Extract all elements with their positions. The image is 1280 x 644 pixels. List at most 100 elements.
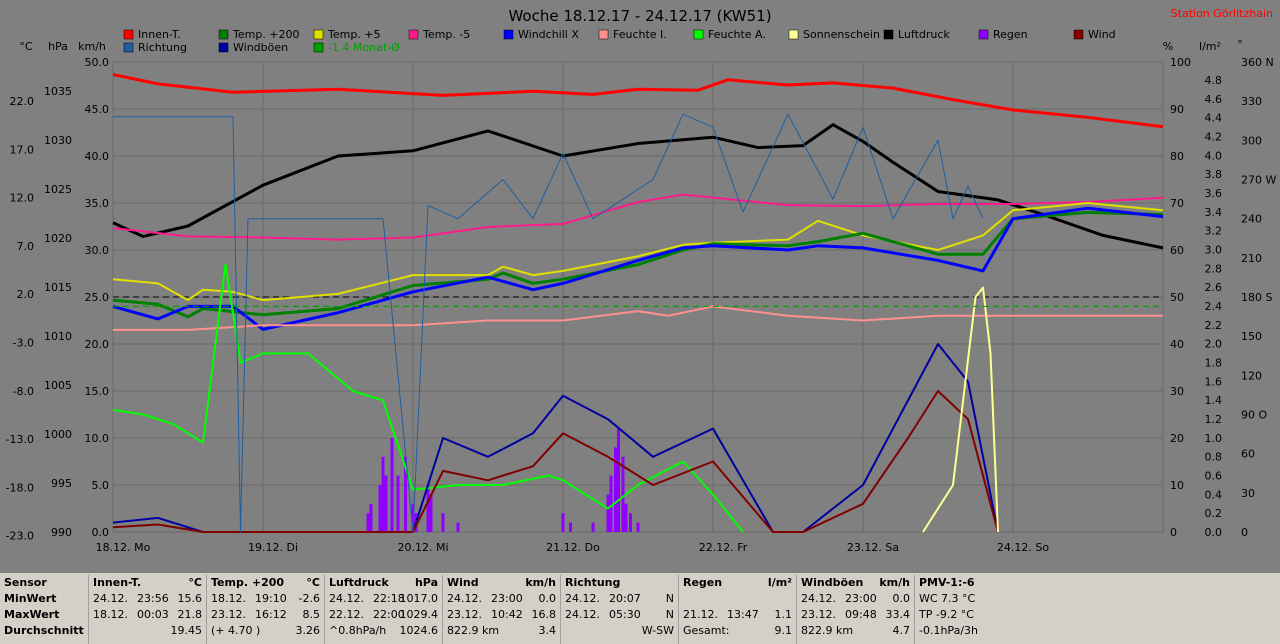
footer-row: WC 7.3 °C [919, 591, 1032, 607]
footer-row: (+ 4.70 ) 3.26 [211, 623, 324, 639]
rain-bar [614, 447, 617, 532]
footer-row: 24.12. 20:07 N [565, 591, 678, 607]
legend-label: Windchill X [518, 28, 579, 41]
footer-column-header: Wind km/h [447, 575, 560, 591]
legend-swatch [693, 29, 704, 40]
rain-tick-label: 1.6 [1205, 375, 1223, 388]
footer-unit: °C [188, 576, 202, 589]
percent-tick-label: 10 [1170, 479, 1184, 492]
footer-date: 23.12. [801, 608, 836, 621]
footer-column: PMV-1:-6 WC 7.3 °C TP -9.2 °C -0.1hPa/3h [914, 575, 1032, 644]
direction-tick-label: 180 S [1241, 291, 1272, 304]
pressure-tick-label: 995 [51, 477, 72, 490]
footer-column-header: Regen l/m² [683, 575, 796, 591]
rain-tick-label: 3.2 [1205, 225, 1223, 238]
direction-tick-label: 300 [1241, 134, 1262, 147]
footer-title: PMV-1:-6 [919, 576, 975, 589]
rain-bar [621, 456, 625, 532]
footer-row: 24.12. 23:00 0.0 [801, 591, 914, 607]
axis-units: °C hPa km/h % l/m² ° [19, 38, 1242, 53]
series-line-wind [112, 390, 999, 533]
footer-column: Wind km/h 24.12. 23:00 0.0 23.12. 10:42 16.8 822… [442, 575, 560, 644]
footer-value: N [665, 608, 674, 621]
legend-swatch [1073, 29, 1084, 40]
station-label: Station Görlitzhain [1171, 7, 1273, 20]
legend-swatch [313, 42, 324, 53]
footer-value: 1029.4 [399, 608, 439, 621]
temp-tick-label: 22.0 [10, 95, 35, 108]
rain-bar [569, 522, 572, 532]
rain-tick-label: 2.0 [1205, 338, 1223, 351]
legend-swatch [313, 29, 324, 40]
direction-tick-label: 330 [1241, 95, 1262, 108]
rain-bar [411, 503, 415, 532]
series-line-feuchte-i- [113, 305, 1163, 331]
speed-tick-label: 30.0 [85, 244, 110, 257]
rain-bars [366, 428, 640, 532]
rain-bar [629, 513, 632, 532]
rain-bar [636, 522, 640, 532]
legend-swatch [788, 29, 799, 40]
percent-tick-label: 30 [1170, 385, 1184, 398]
footer-title: Richtung [565, 576, 621, 589]
footer-row: 24.12. 23:56 15.6 [93, 591, 206, 607]
footer-time: 20:07 [609, 592, 641, 605]
footer-row: 22.12. 22:00 1029.4 [329, 607, 442, 623]
x-tick-label: 19.12. Di [248, 541, 298, 554]
rain-unit-label: l/m² [1199, 40, 1221, 53]
rain-bar [390, 438, 394, 532]
legend-label: Temp. -5 [422, 28, 470, 41]
footer-row: Gesamt: 9.1 [683, 623, 796, 639]
footer-row: W-SW [565, 623, 678, 639]
legend-label: Feuchte I. [613, 28, 667, 41]
footer-column-header: Richtung [565, 575, 678, 591]
footer-row: 21.12. 13:47 1.1 [683, 607, 796, 623]
x-tick-label: 21.12. Do [546, 541, 600, 554]
percent-tick-label: 80 [1170, 150, 1184, 163]
pressure-tick-label: 1030 [44, 134, 72, 147]
footer-row: 18.12. 00:03 21.8 [93, 607, 206, 623]
speed-tick-label: 50.0 [85, 56, 110, 69]
speed-unit-label: km/h [78, 40, 106, 53]
footer-date: ^0.8hPa/h [329, 624, 387, 637]
rain-tick-label: 0.0 [1205, 526, 1223, 539]
footer-row: 24.12. 22:18 1017.0 [329, 591, 442, 607]
footer-value: 1024.6 [399, 624, 439, 637]
percent-tick-label: 90 [1170, 103, 1184, 116]
temp-tick-label: 7.0 [17, 240, 35, 253]
legend-label: Richtung [138, 41, 187, 54]
rain-tick-label: 4.0 [1205, 149, 1223, 162]
footer-value: 9.1 [774, 624, 793, 637]
footer-date: 24.12. [565, 592, 600, 605]
series-line-windchill-x [112, 206, 1164, 331]
footer-row: TP -9.2 °C [919, 607, 1032, 623]
speed-tick-label: 0.0 [92, 526, 110, 539]
percent-tick-label: 0 [1170, 526, 1177, 539]
rain-bar [381, 456, 385, 532]
pressure-tick-label: 1000 [44, 428, 72, 441]
footer-column: Richtung 24.12. 20:07 N 24.12. 05:30 N W-SW [560, 575, 678, 644]
legend-swatch [123, 29, 134, 40]
direction-tick-label: 360 N [1241, 56, 1274, 69]
legend-label: Regen [993, 28, 1028, 41]
statistics-footer: Sensor MinWert MaxWert Durchschnitt Inne… [0, 573, 1280, 644]
footer-time: 09:48 [845, 608, 877, 621]
temp-tick-label: -18.0 [6, 481, 34, 494]
x-axis-labels: 18.12. Mo 19.12. Di 20.12. Mi 21.12. Do 22.1… [96, 541, 1050, 554]
footer-row: 18.12. 19:10 -2.6 [211, 591, 324, 607]
percent-tick-label: 70 [1170, 197, 1184, 210]
series-line-sonnenschein [922, 286, 999, 533]
legend-swatch [218, 42, 229, 53]
pressure-tick-label: 1020 [44, 232, 72, 245]
speed-tick-label: 40.0 [85, 150, 110, 163]
legend-swatch [503, 29, 514, 40]
footer-unit: km/h [525, 576, 556, 589]
footer-column: Regen l/m² 21.12. 13:47 1.1 Gesamt: 9.1 [678, 575, 796, 644]
footer-unit: °C [306, 576, 320, 589]
footer-date: 24.12. [329, 592, 364, 605]
footer-date: WC 7.3 °C [919, 592, 976, 605]
footer-value: 21.8 [177, 608, 203, 621]
footer-time: 22:00 [373, 608, 405, 621]
footer-date: 24.12. [447, 592, 482, 605]
footer-title: Wind [447, 576, 479, 589]
